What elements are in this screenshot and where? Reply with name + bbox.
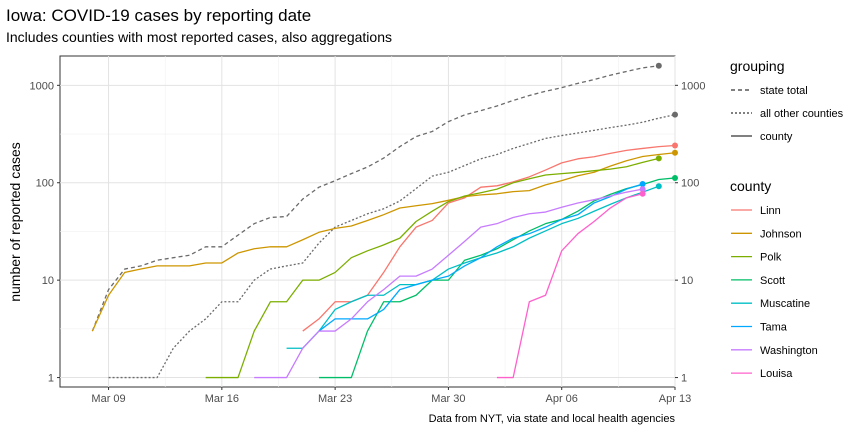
y-tick-label: 10 [42, 275, 54, 287]
legend-label-county: Polk [760, 252, 782, 264]
series-endpoint-state-total [655, 62, 662, 69]
series-line-washington [254, 188, 643, 379]
series-endpoint-tama [639, 181, 646, 188]
legend-label-grouping: state total [760, 85, 808, 97]
legend-label-county: Washington [760, 345, 818, 357]
series-endpoint-scott [672, 174, 678, 181]
legend-label-county: Louisa [760, 368, 793, 380]
legend-label-county: Muscatine [760, 298, 810, 310]
series-endpoint-louisa [639, 190, 646, 197]
x-tick-label: Mar 16 [205, 393, 239, 405]
legend-label-county: Scott [760, 275, 785, 287]
legend-title-county: county [730, 178, 771, 194]
chart-subtitle: Includes counties with most reported cas… [6, 29, 392, 45]
legend-label-county: Linn [760, 205, 781, 217]
chart-title: Iowa: COVID-19 cases by reporting date [6, 6, 311, 25]
series-line-johnson [91, 152, 676, 332]
series-line-tama [318, 183, 643, 332]
series-endpoint-polk [655, 155, 662, 162]
legend-title-grouping: grouping [730, 58, 785, 74]
y-axis-title: number of reported cases [7, 142, 23, 302]
y-tick-label: 1000 [30, 80, 54, 92]
x-tick-label: Apr 13 [659, 393, 691, 405]
legend-label-county: Tama [760, 322, 788, 334]
series-line-scott [318, 177, 676, 379]
series-line-polk [205, 157, 659, 379]
series-line-louisa [496, 193, 643, 379]
series-endpoint-johnson [672, 149, 678, 156]
axes: 1 1 10 10 100 100 1000 1000 Mar 09 Mar 16 Mar 23 Ma… [30, 80, 706, 405]
legend: grouping state total all other counties cou… [730, 58, 844, 380]
legend-label-grouping: county [760, 131, 793, 143]
series-layer [91, 62, 678, 379]
legend-label-county: Johnson [760, 228, 802, 240]
series-line-state-total [91, 65, 659, 332]
y-tick-label-right: 10 [681, 275, 693, 287]
series-endpoint-washington [639, 186, 646, 193]
series-line-muscatine [286, 185, 660, 349]
plot-panel [59, 55, 676, 388]
y-tick-label: 100 [36, 178, 54, 190]
x-tick-label: Mar 30 [431, 393, 465, 405]
grid [60, 56, 676, 387]
chart-caption: Data from NYT, via state and local healt… [429, 413, 676, 425]
y-tick-label-right: 1000 [681, 80, 705, 92]
x-tick-label: Mar 23 [318, 393, 352, 405]
y-tick-label-right: 100 [681, 178, 699, 190]
legend-label-grouping: all other counties [760, 108, 844, 120]
x-tick-label: Mar 09 [91, 393, 125, 405]
y-tick-label-right: 1 [681, 373, 687, 385]
y-tick-label: 1 [48, 373, 54, 385]
series-endpoint-all-other-counties [672, 111, 678, 118]
x-tick-label: Apr 06 [545, 393, 577, 405]
series-endpoint-muscatine [655, 183, 662, 190]
series-endpoint-linn [672, 142, 678, 149]
